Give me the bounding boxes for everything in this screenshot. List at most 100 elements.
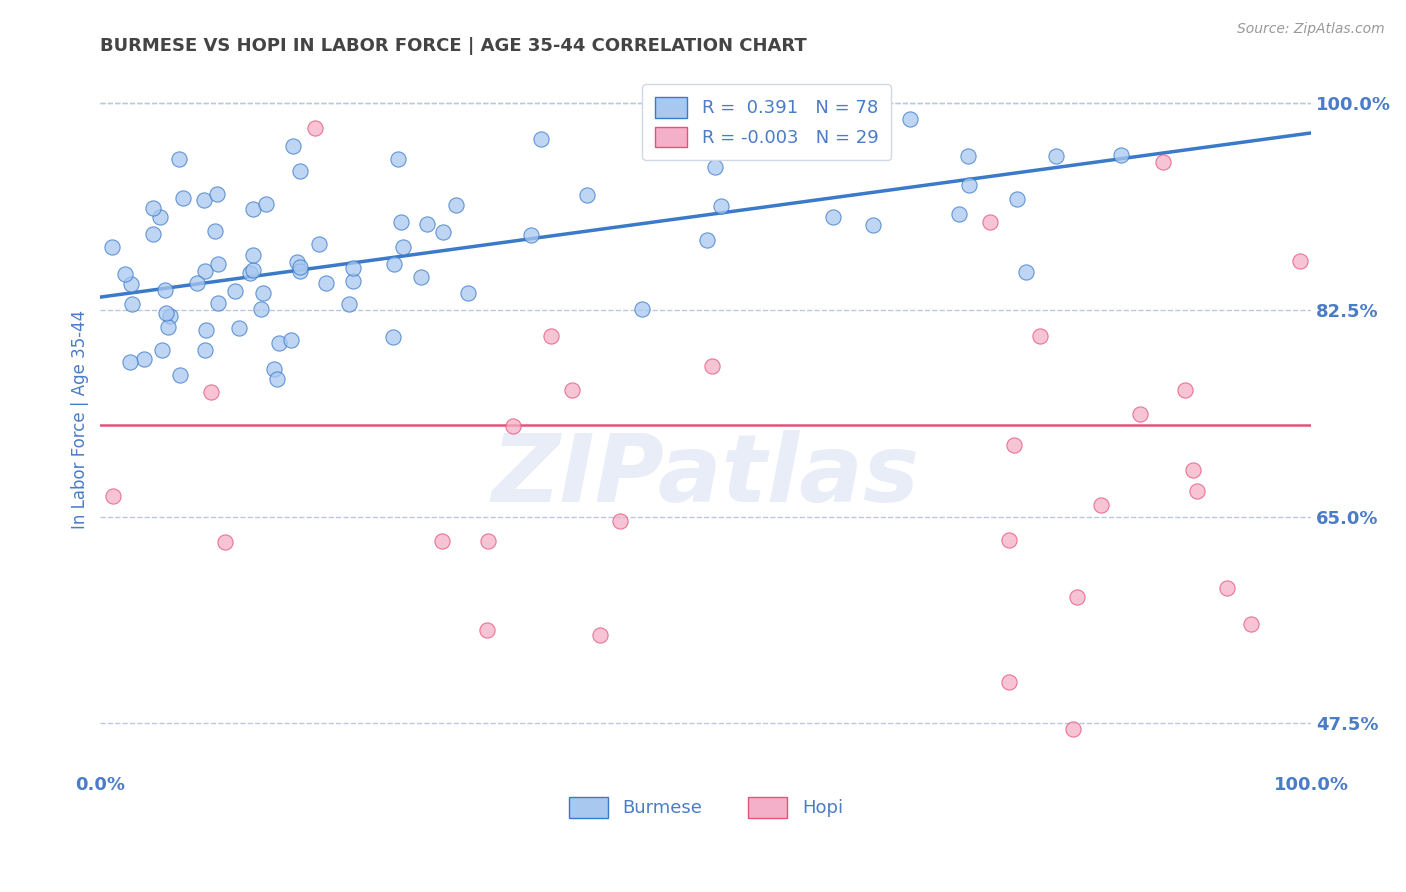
- Point: [409, 270, 432, 285]
- Point: [315, 277, 337, 291]
- Point: [200, 384, 222, 399]
- Point: [172, 190, 194, 204]
- Point: [1129, 407, 1152, 421]
- Point: [561, 383, 583, 397]
- Text: BURMESE VS HOPI IN LABOR FORCE | AGE 35-44 CORRELATION CHART: BURMESE VS HOPI IN LABOR FORCE | AGE 35-…: [100, 37, 807, 55]
- Point: [304, 121, 326, 136]
- Point: [101, 240, 124, 254]
- Point: [956, 149, 979, 163]
- Point: [1185, 484, 1208, 499]
- Point: [1014, 265, 1036, 279]
- Point: [337, 297, 360, 311]
- Point: [204, 224, 226, 238]
- Point: [267, 336, 290, 351]
- Point: [155, 284, 177, 298]
- Point: [280, 334, 302, 348]
- Point: [862, 218, 884, 232]
- Point: [120, 355, 142, 369]
- Point: [342, 261, 364, 276]
- Point: [444, 198, 467, 212]
- Point: [704, 160, 727, 174]
- Point: [710, 199, 733, 213]
- Point: [194, 343, 217, 358]
- Point: [520, 227, 543, 242]
- Point: [540, 329, 562, 343]
- Point: [228, 321, 250, 335]
- Point: [502, 419, 524, 434]
- Point: [1090, 498, 1112, 512]
- Point: [194, 263, 217, 277]
- Point: [103, 490, 125, 504]
- Point: [957, 178, 980, 193]
- Point: [700, 359, 723, 373]
- Point: [134, 352, 156, 367]
- Point: [998, 675, 1021, 690]
- Point: [430, 533, 453, 548]
- Point: [575, 187, 598, 202]
- Point: [114, 267, 136, 281]
- Point: [475, 623, 498, 637]
- Point: [821, 210, 844, 224]
- Point: [242, 262, 264, 277]
- Point: [1109, 148, 1132, 162]
- Point: [948, 207, 970, 221]
- Point: [288, 163, 311, 178]
- Point: [290, 260, 312, 274]
- Point: [630, 302, 652, 317]
- Point: [120, 277, 142, 292]
- Point: [898, 112, 921, 127]
- Point: [866, 85, 889, 99]
- Point: [1174, 383, 1197, 397]
- Point: [1062, 723, 1084, 737]
- Point: [382, 257, 405, 271]
- Point: [457, 285, 479, 300]
- Point: [998, 533, 1021, 548]
- Point: [283, 139, 305, 153]
- Point: [205, 186, 228, 201]
- Point: [207, 257, 229, 271]
- Text: Source: ZipAtlas.com: Source: ZipAtlas.com: [1237, 22, 1385, 37]
- Point: [239, 266, 262, 280]
- Point: [252, 285, 274, 300]
- Point: [391, 240, 413, 254]
- Point: [121, 296, 143, 310]
- Point: [387, 152, 409, 166]
- Point: [242, 248, 264, 262]
- Point: [415, 217, 437, 231]
- Point: [193, 193, 215, 207]
- Point: [249, 301, 271, 316]
- Point: [142, 227, 165, 242]
- Point: [159, 309, 181, 323]
- Point: [866, 134, 889, 148]
- Point: [214, 534, 236, 549]
- Point: [1216, 581, 1239, 595]
- Point: [150, 343, 173, 357]
- Text: ZIPatlas: ZIPatlas: [492, 430, 920, 522]
- Point: [224, 285, 246, 299]
- Point: [242, 202, 264, 216]
- Point: [263, 361, 285, 376]
- Point: [589, 628, 612, 642]
- Point: [389, 215, 412, 229]
- Point: [609, 514, 631, 528]
- Point: [169, 368, 191, 382]
- Point: [1002, 438, 1025, 452]
- Point: [149, 210, 172, 224]
- Point: [308, 236, 330, 251]
- Point: [432, 225, 454, 239]
- Point: [342, 274, 364, 288]
- Point: [167, 153, 190, 167]
- Point: [156, 319, 179, 334]
- Point: [142, 201, 165, 215]
- Point: [256, 197, 278, 211]
- Point: [1045, 149, 1067, 163]
- Point: [1066, 590, 1088, 604]
- Point: [207, 296, 229, 310]
- Point: [194, 323, 217, 337]
- Point: [1182, 463, 1205, 477]
- Point: [186, 276, 208, 290]
- Point: [1240, 617, 1263, 632]
- Point: [477, 534, 499, 549]
- Point: [530, 132, 553, 146]
- Point: [1005, 192, 1028, 206]
